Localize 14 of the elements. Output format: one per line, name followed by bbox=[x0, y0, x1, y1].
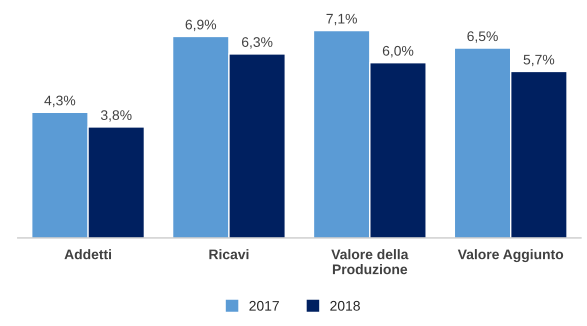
x-tick-label: Valore Aggiunto bbox=[458, 249, 564, 262]
legend-label: 2017 bbox=[249, 300, 279, 311]
x-tick-label: Valore della Produzione bbox=[331, 249, 409, 274]
x-tick-label: Ricavi bbox=[209, 249, 248, 260]
data-label: 7,1% bbox=[326, 14, 357, 26]
data-label: 6,9% bbox=[186, 20, 216, 32]
data-label: 3,8% bbox=[100, 110, 132, 122]
data-label: 6,3% bbox=[242, 37, 272, 49]
data-label: 6,5% bbox=[467, 31, 498, 43]
data-label: 5,7% bbox=[524, 54, 554, 66]
data-label: 6,0% bbox=[382, 46, 414, 58]
legend-label: 2018 bbox=[330, 300, 360, 311]
data-label: 4,3% bbox=[44, 96, 76, 108]
x-tick-label: Addetti bbox=[64, 249, 111, 260]
